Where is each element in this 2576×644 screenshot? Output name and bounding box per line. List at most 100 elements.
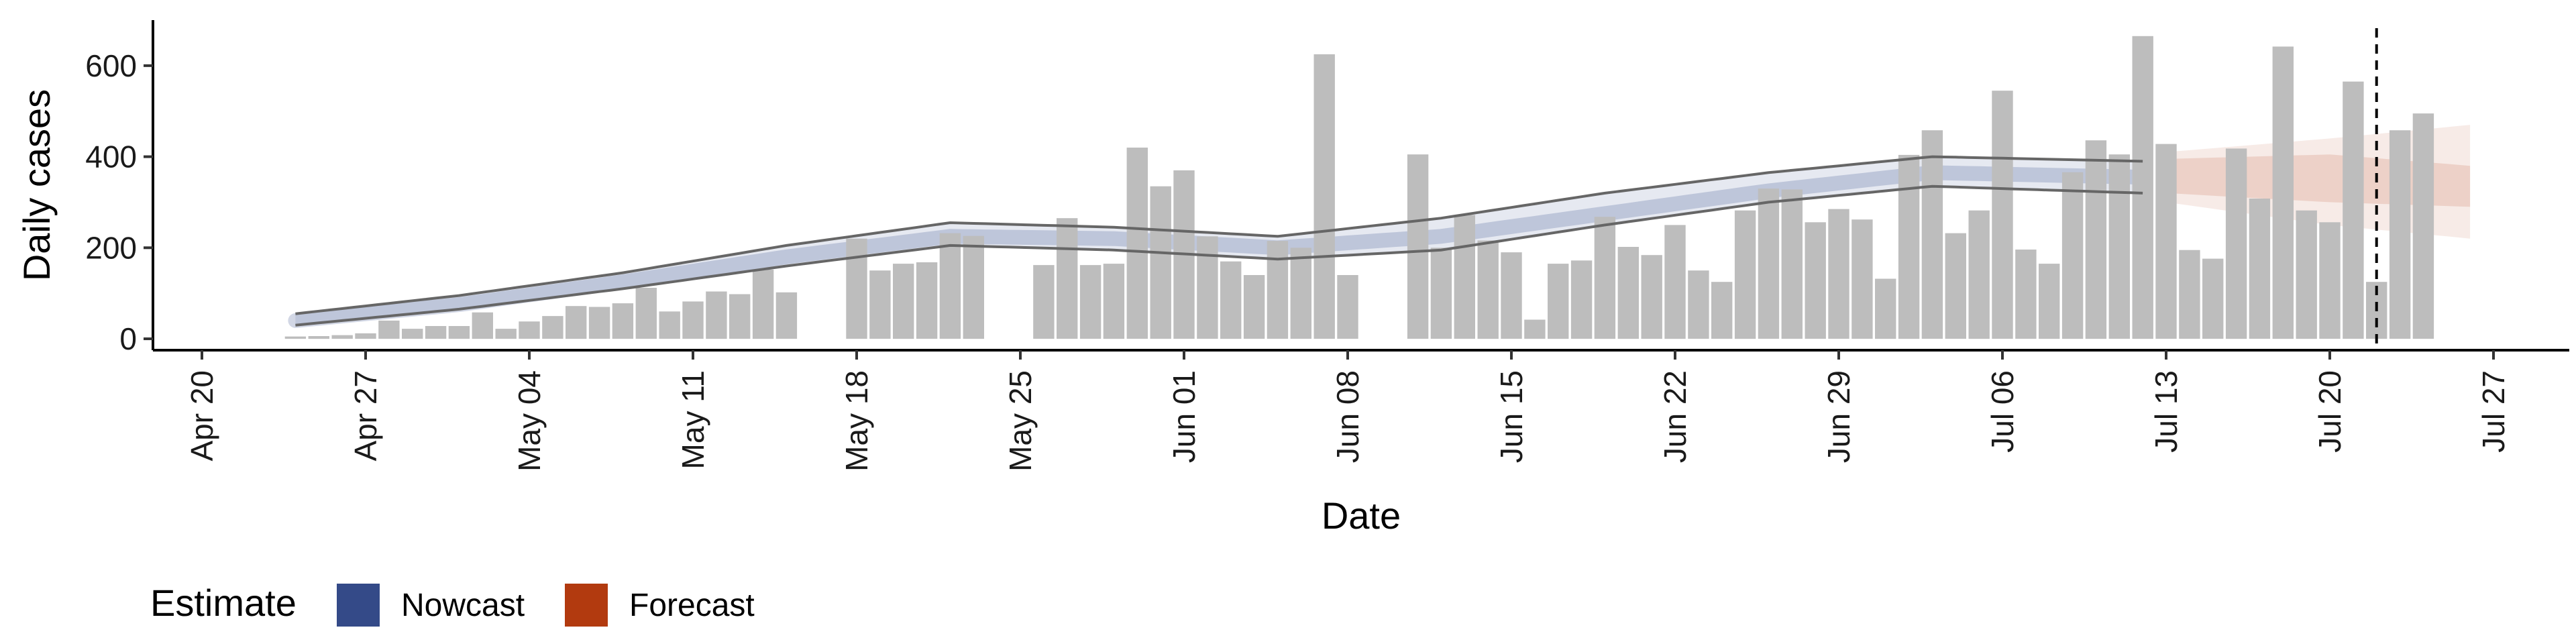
case-bar — [308, 336, 329, 339]
case-bar — [1079, 265, 1102, 339]
case-bar — [2296, 210, 2317, 339]
case-bar — [2039, 264, 2060, 339]
case-bar — [1781, 189, 1803, 339]
case-bar — [1524, 319, 1546, 339]
case-bar — [2225, 148, 2247, 339]
y-tick-label: 200 — [85, 230, 137, 265]
case-bar — [869, 270, 891, 339]
legend-label-nowcast: Nowcast — [401, 588, 525, 623]
case-bar — [566, 306, 587, 339]
case-bar — [425, 326, 447, 339]
case-bar — [1150, 186, 1171, 339]
case-bar — [775, 292, 798, 339]
case-bar — [1033, 265, 1055, 339]
x-tick-label: May 18 — [839, 370, 874, 472]
y-axis-title: Daily cases — [15, 89, 58, 281]
x-tick-label: Jul 13 — [2149, 370, 2184, 453]
case-bar — [1594, 217, 1616, 339]
case-bar — [284, 336, 307, 339]
legend-label-forecast: Forecast — [629, 588, 755, 623]
case-bar — [706, 291, 727, 339]
case-bar — [542, 316, 564, 339]
x-tick-label: Jun 08 — [1330, 370, 1365, 463]
case-bar — [2061, 172, 2084, 339]
x-tick-label: Apr 27 — [348, 370, 383, 462]
case-bar — [2085, 140, 2107, 339]
case-bar — [1220, 261, 1242, 339]
case-bar — [402, 329, 423, 339]
case-bar — [2202, 258, 2224, 339]
case-bar — [1337, 275, 1358, 339]
case-bar — [448, 326, 470, 339]
case-bar — [378, 320, 400, 339]
x-tick-label: Jun 22 — [1658, 370, 1693, 463]
case-bar — [472, 312, 493, 339]
case-bar — [1945, 233, 1966, 339]
case-bar — [1851, 219, 1873, 339]
case-bar — [916, 262, 938, 339]
case-bar — [1688, 270, 1709, 339]
case-bar — [519, 321, 540, 339]
case-bar — [1758, 189, 1780, 339]
x-tick-label: Jul 20 — [2312, 370, 2347, 453]
legend-title: Estimate — [150, 582, 297, 624]
case-bar — [2319, 222, 2341, 339]
case-bar — [2272, 46, 2294, 339]
nowcast-upper-line — [295, 155, 2143, 315]
x-axis-title: Date — [1322, 494, 1401, 537]
x-tick-label: Jun 29 — [1821, 370, 1856, 463]
case-bar — [2343, 81, 2364, 339]
case-bar — [1057, 218, 1078, 339]
y-tick-label: 0 — [119, 321, 137, 356]
x-tick-label: Apr 20 — [184, 370, 219, 462]
case-bar — [1243, 275, 1265, 339]
case-bar — [2389, 130, 2411, 339]
case-bar — [963, 235, 984, 339]
case-bar — [635, 288, 657, 339]
case-bar — [612, 303, 634, 339]
x-tick-label: Jul 06 — [1985, 370, 2020, 453]
nowcast-lower-line — [295, 184, 2143, 327]
case-bar — [846, 238, 867, 339]
x-tick-label: Jul 27 — [2476, 370, 2511, 453]
case-bar — [331, 335, 353, 339]
case-bar — [1921, 130, 1943, 339]
x-tick-label: Jun 01 — [1167, 370, 1201, 463]
case-bar — [1313, 54, 1335, 339]
case-bar — [2412, 113, 2434, 339]
case-bar — [2132, 36, 2153, 339]
case-bar — [2249, 199, 2271, 339]
case-bar — [1617, 247, 1639, 339]
legend-swatch-nowcast — [337, 584, 380, 627]
case-bar — [2155, 144, 2177, 339]
case-bar — [1828, 209, 1849, 339]
case-bar — [1267, 241, 1289, 339]
legend-swatch-forecast — [565, 584, 608, 627]
case-bar — [588, 307, 610, 339]
case-bar — [1711, 282, 1733, 339]
case-bar — [1454, 215, 1475, 339]
case-bar — [495, 329, 517, 339]
case-bar — [1430, 248, 1452, 339]
case-bar — [2108, 154, 2130, 339]
nowcast-median-band — [288, 165, 2151, 328]
case-bar — [1126, 148, 1148, 339]
case-bar — [1734, 210, 1756, 339]
case-bar — [355, 333, 376, 339]
case-bar — [1407, 154, 1429, 339]
case-bar — [1290, 248, 1311, 339]
case-bar — [682, 301, 704, 339]
case-bar — [1968, 210, 1990, 339]
case-bar — [729, 294, 751, 339]
case-bar — [1103, 264, 1125, 339]
case-bar — [1570, 260, 1593, 339]
case-bar — [1197, 236, 1218, 339]
x-axis-ticks: Apr 20 Apr 27 May 04 May 11 May 18 May 25 Jun … — [184, 350, 2511, 472]
legend: Estimate Nowcast Forecast — [150, 582, 755, 627]
y-axis-ticks: 0 200 400 600 — [85, 48, 153, 356]
case-bar — [752, 269, 774, 339]
case-bar — [1805, 222, 1826, 339]
y-tick-label: 600 — [85, 48, 137, 83]
case-bar — [1875, 278, 1896, 339]
